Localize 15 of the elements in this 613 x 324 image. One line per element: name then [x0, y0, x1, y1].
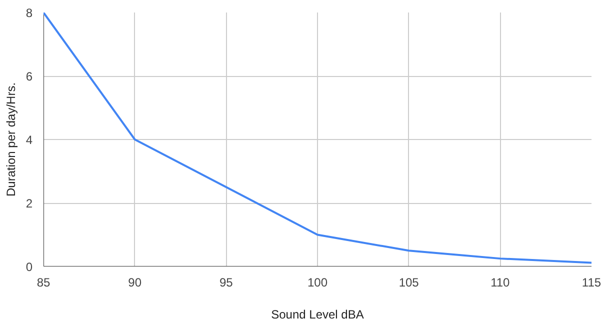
x-tick-label: 110: [490, 276, 510, 290]
y-axis-title: Duration per day/Hrs.: [4, 82, 18, 197]
x-tick-label: 105: [398, 276, 420, 290]
x-tick-label: 90: [128, 276, 142, 290]
y-tick-label: 4: [26, 133, 33, 147]
x-tick-label: 115: [582, 276, 602, 290]
line-series: [44, 12, 592, 264]
x-tick-label: 85: [36, 276, 50, 290]
x-axis-title: Sound Level dBA: [271, 308, 364, 322]
x-tick-label: 95: [219, 276, 234, 290]
y-tick-label: 2: [26, 196, 33, 210]
y-tick-label: 6: [26, 70, 33, 84]
x-tick-label: 100: [307, 276, 328, 290]
y-tick-label: 8: [26, 6, 33, 20]
y-tick-label: 0: [26, 260, 33, 274]
